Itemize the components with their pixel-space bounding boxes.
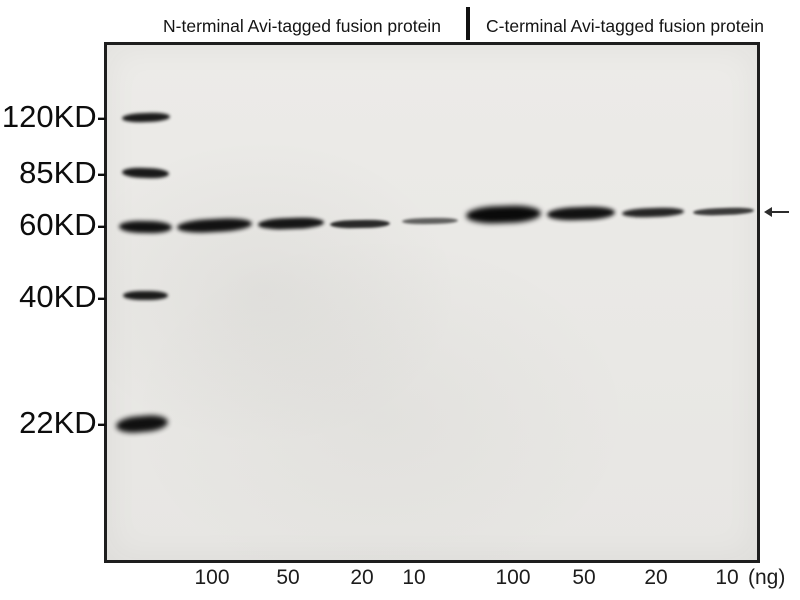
mw-marker-label-85kd: 85KD- — [19, 155, 107, 190]
lane-amount-label-6: 50 — [572, 566, 596, 589]
lane-amount-label-8: 10 — [715, 566, 739, 589]
lane-amount-label-3: 20 — [350, 566, 374, 589]
arrow-line — [769, 211, 789, 213]
group-label-c-terminal: C-terminal Avi-tagged fusion protein — [486, 16, 764, 36]
arrow-head-icon — [764, 207, 772, 217]
ladder-band-40kd — [123, 291, 168, 300]
blot-membrane — [104, 42, 760, 563]
mw-marker-label-40kd: 40KD- — [19, 279, 107, 314]
lane-amount-label-2: 50 — [276, 566, 300, 589]
lane-amount-label-1: 100 — [194, 566, 230, 589]
group-divider-bar — [466, 7, 470, 40]
unit-label: (ng) — [748, 566, 786, 589]
lane-amount-label-7: 20 — [644, 566, 668, 589]
band-pointer-arrow-icon — [764, 205, 790, 218]
group-label-n-terminal: N-terminal Avi-tagged fusion protein — [163, 16, 441, 36]
mw-marker-label-60kd: 60KD- — [19, 207, 107, 242]
lane-amount-label-5: 100 — [495, 566, 531, 589]
lane-amount-label-4: 10 — [402, 566, 426, 589]
mw-marker-label-120kd: 120KD- — [1, 99, 107, 134]
mw-marker-label-22kd: 22KD- — [19, 405, 107, 440]
ladder-band-60kd — [118, 220, 173, 234]
